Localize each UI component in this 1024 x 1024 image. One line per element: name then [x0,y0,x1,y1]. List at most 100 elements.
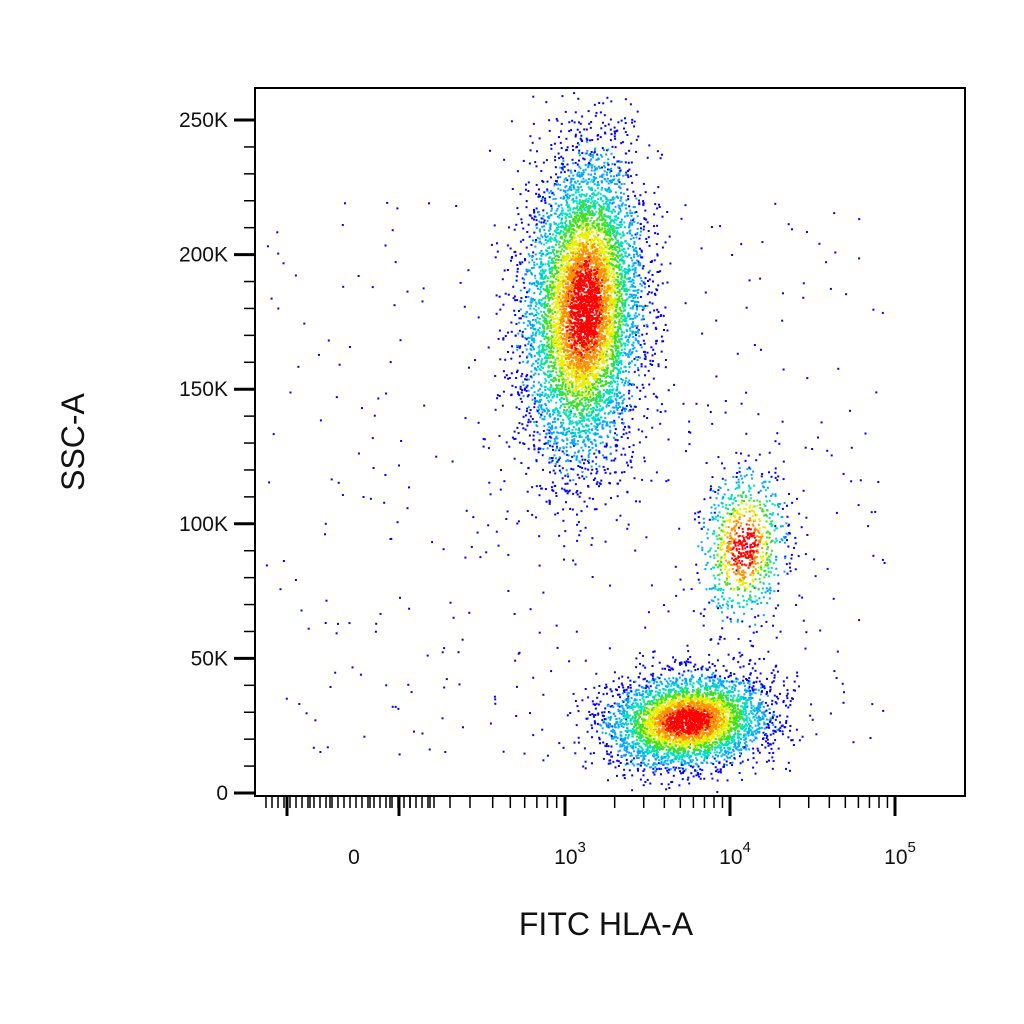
event-dot [593,349,596,352]
event-dot [570,278,573,281]
event-dot [549,444,552,447]
event-dot [590,164,593,167]
event-dot [637,288,640,291]
event-dot [553,183,556,185]
event-dot [585,330,588,333]
event-dot [575,370,578,373]
event-dot [607,168,609,171]
event-dot [647,611,650,614]
event-dot [632,297,635,299]
event-dot [585,413,588,415]
event-dot [580,347,583,349]
event-dot [513,295,516,298]
event-dot [532,346,534,349]
event-dot [610,224,613,227]
event-dot [502,750,505,753]
event-dot [564,355,567,358]
event-dot [594,250,597,253]
event-dot [537,406,540,409]
event-dot [881,558,884,561]
event-dot [542,323,545,326]
event-dot [605,312,608,315]
event-dot [589,404,592,406]
event-dot [617,261,620,264]
event-dot [566,482,569,485]
event-dot [604,503,607,506]
event-dot [545,274,547,277]
event-dot [587,289,590,292]
event-dot [589,154,592,157]
event-dot [371,437,374,440]
event-dot [272,433,275,436]
event-dot [598,363,600,366]
event-dot [270,297,273,300]
event-dot [624,342,627,345]
event-dot [619,169,622,172]
event-dot [560,260,563,263]
event-dot [540,299,543,302]
event-dot [476,531,479,534]
event-dot [555,495,558,497]
event-dot [588,356,591,359]
event-dot [578,419,581,422]
event-dot [607,186,610,189]
event-dot [574,324,577,327]
event-dot [584,216,587,218]
event-dot [576,287,579,290]
event-dot [532,734,535,737]
event-dot [554,449,557,452]
event-dot [575,376,578,379]
event-dot [553,257,556,260]
event-dot [564,482,567,485]
event-dot [883,562,886,564]
event-dot [581,375,583,378]
event-dot [595,468,598,470]
event-dot [573,241,576,244]
event-dot [634,549,637,552]
event-dot [646,156,649,159]
event-dot [561,450,564,453]
event-dot [595,456,598,459]
event-dot [563,397,565,400]
event-dot [307,627,310,630]
event-dot [601,247,604,250]
event-dot [544,232,547,235]
event-dot [568,489,571,492]
event-dot [805,231,808,233]
event-dot [544,388,547,391]
event-dot [581,262,583,265]
event-dot [612,322,615,325]
event-dot [628,350,631,353]
event-dot [536,317,539,319]
event-dot [583,275,586,278]
event-dot [602,263,605,266]
event-dot [507,351,509,353]
event-dot [620,277,623,280]
event-dot [850,446,853,449]
event-dot [584,200,587,203]
event-dot [611,307,614,310]
event-dot [615,130,618,133]
event-dot [625,718,628,721]
event-dot [587,364,590,367]
event-dot [538,344,541,347]
event-dot [570,214,573,217]
event-dot [589,414,592,417]
event-dot [571,211,574,214]
event-dot [818,242,821,245]
event-dot [525,378,528,381]
event-dot [558,349,561,352]
event-dot [573,121,576,124]
event-dot [598,210,601,213]
event-dot [574,284,577,287]
event-dot [557,306,560,309]
event-dot [614,237,617,240]
event-dot [708,653,711,656]
event-dot [610,497,612,499]
event-dot [600,350,603,353]
event-dot [570,356,573,359]
event-dot [652,280,654,283]
event-dot [650,479,653,482]
event-dot [652,377,655,380]
event-dot [561,282,564,285]
